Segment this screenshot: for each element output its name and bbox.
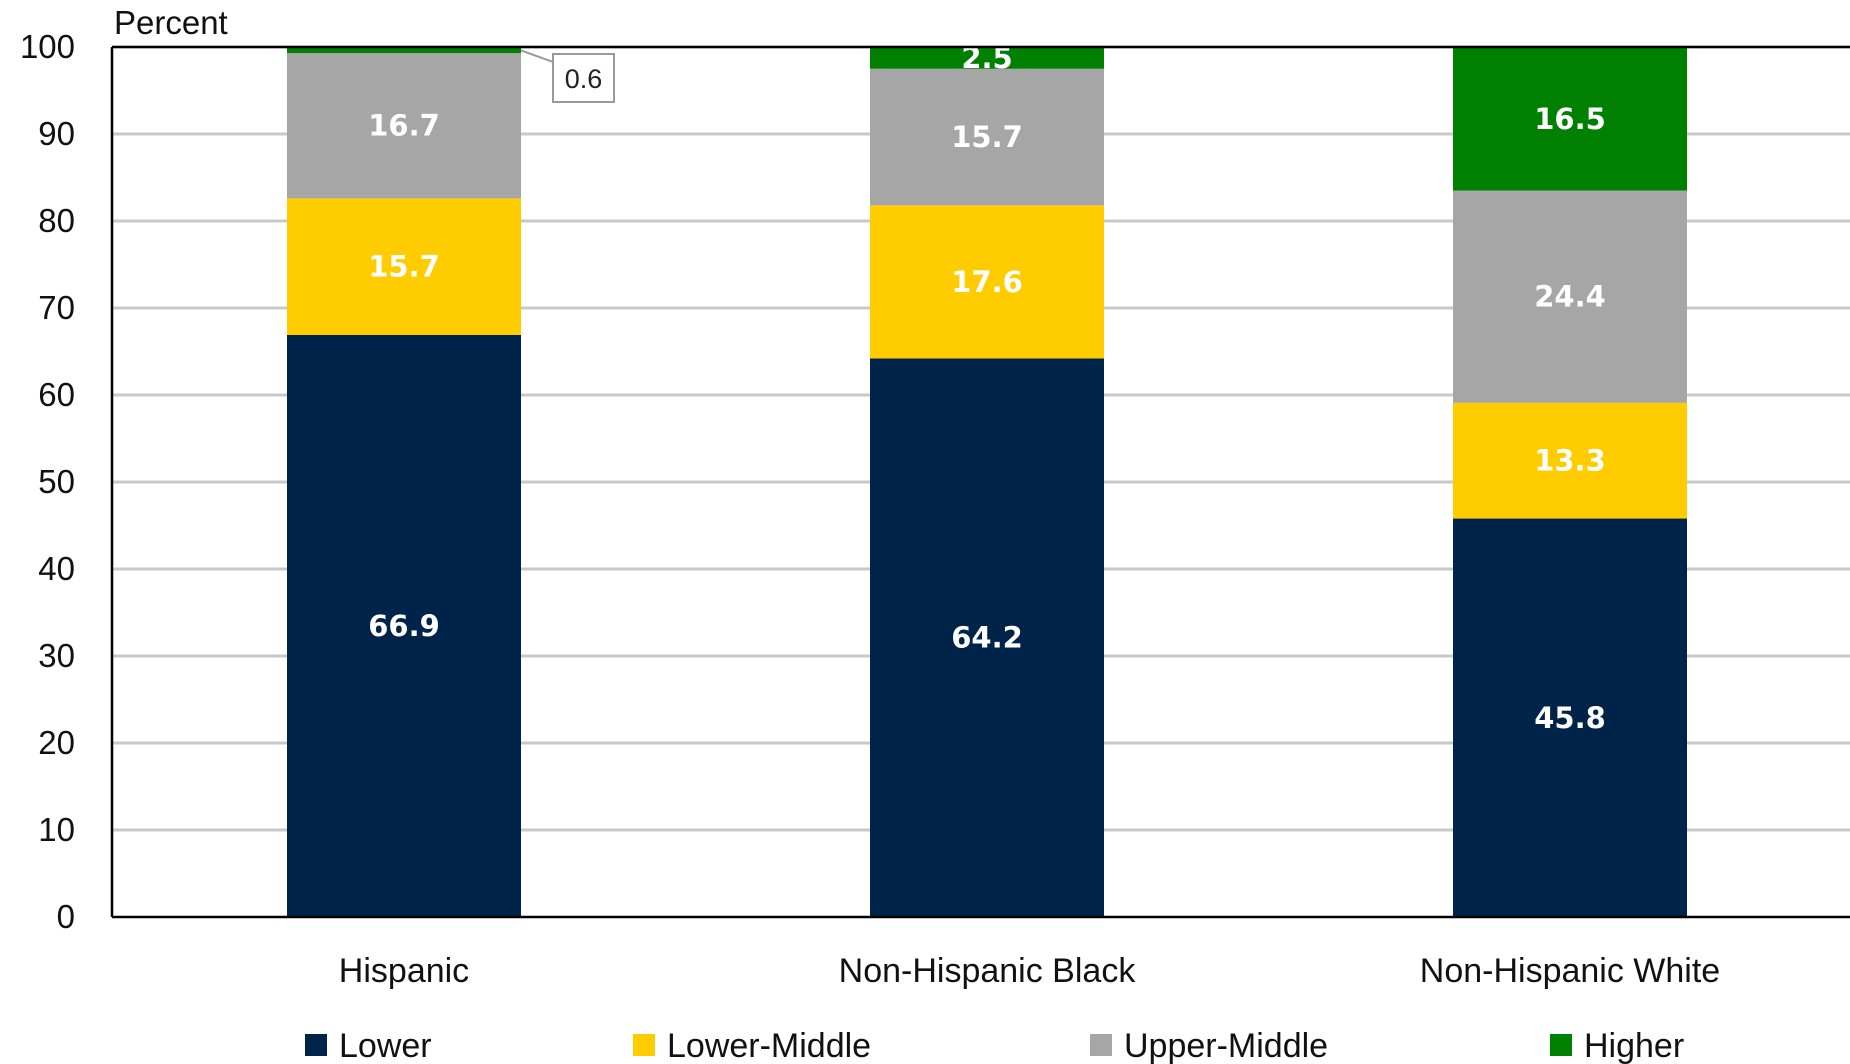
bar-upper-middle-non-hispanic-white (1453, 190, 1687, 403)
data-label-upper-middle-non-hispanic-black: 15.7 (951, 120, 1023, 154)
legend: Lower Lower-Middle Upper-Middle Higher (305, 1027, 1684, 1064)
callout-box (552, 53, 615, 103)
bar-higher-non-hispanic-white (1453, 47, 1687, 191)
bar-lower-middle-non-hispanic-white (1453, 402, 1687, 519)
data-label-lower-hispanic: 66.9 (368, 609, 440, 643)
legend-label-lower: Lower (339, 1027, 432, 1064)
bar-lower-non-hispanic-black (870, 358, 1104, 918)
y-tick-label: 10 (38, 811, 75, 848)
data-label-upper-middle-hispanic: 16.7 (368, 109, 440, 143)
bar-upper-middle-non-hispanic-black (870, 68, 1104, 206)
legend-swatch-higher (1550, 1034, 1572, 1056)
y-tick-label: 90 (38, 115, 75, 152)
y-axis-title: Percent (114, 4, 228, 41)
bar-higher-non-hispanic-black (870, 47, 1104, 69)
data-label-lower-middle-hispanic: 15.7 (368, 250, 440, 284)
y-tick-label: 50 (38, 463, 75, 500)
y-tick-label: 80 (38, 202, 75, 239)
bar-lower-middle-hispanic (287, 198, 521, 335)
y-tick-label: 70 (38, 289, 75, 326)
data-label-upper-middle-non-hispanic-white: 24.4 (1534, 280, 1606, 314)
data-label-lower-middle-non-hispanic-white: 13.3 (1534, 444, 1606, 478)
bar-lower-hispanic (287, 334, 521, 918)
bars (287, 47, 1687, 918)
legend-label-lower-middle: Lower-Middle (667, 1027, 871, 1064)
callout-leader (520, 49, 554, 64)
bar-lower-middle-non-hispanic-black (870, 205, 1104, 359)
x-category-label: Non-Hispanic White (1420, 952, 1720, 990)
bar-lower-non-hispanic-white (1453, 518, 1687, 917)
legend-swatch-lower-middle (633, 1034, 655, 1056)
data-label-higher-non-hispanic-white: 16.5 (1534, 102, 1606, 136)
y-tick-label: 20 (38, 724, 75, 761)
bar-higher-hispanic (287, 47, 521, 54)
y-tick-label: 0 (57, 898, 75, 935)
y-tick-label: 60 (38, 376, 75, 413)
axes: 0 10 20 30 40 50 60 70 80 90 100 Hispanic Non-Hispan… (20, 28, 1850, 990)
legend-label-upper-middle: Upper-Middle (1124, 1027, 1328, 1064)
callout-label: 0.6 (565, 64, 603, 94)
data-label-lower-middle-non-hispanic-black: 17.6 (951, 265, 1023, 299)
legend-swatch-lower (305, 1034, 327, 1056)
data-label-lower-non-hispanic-black: 64.2 (951, 621, 1023, 655)
callouts: 0.6 (520, 49, 615, 103)
y-tick-label: 100 (20, 28, 75, 65)
data-labels: 66.915.716.764.217.615.72.545.813.324.41… (368, 41, 1606, 735)
y-tick-label: 30 (38, 637, 75, 674)
bar-upper-middle-hispanic (287, 53, 521, 199)
legend-swatch-upper-middle (1090, 1034, 1112, 1056)
data-label-lower-non-hispanic-white: 45.8 (1534, 701, 1606, 735)
x-category-label: Non-Hispanic Black (839, 952, 1137, 990)
legend-label-higher: Higher (1584, 1027, 1684, 1064)
x-category-label: Hispanic (339, 952, 469, 990)
y-tick-label: 40 (38, 550, 75, 587)
